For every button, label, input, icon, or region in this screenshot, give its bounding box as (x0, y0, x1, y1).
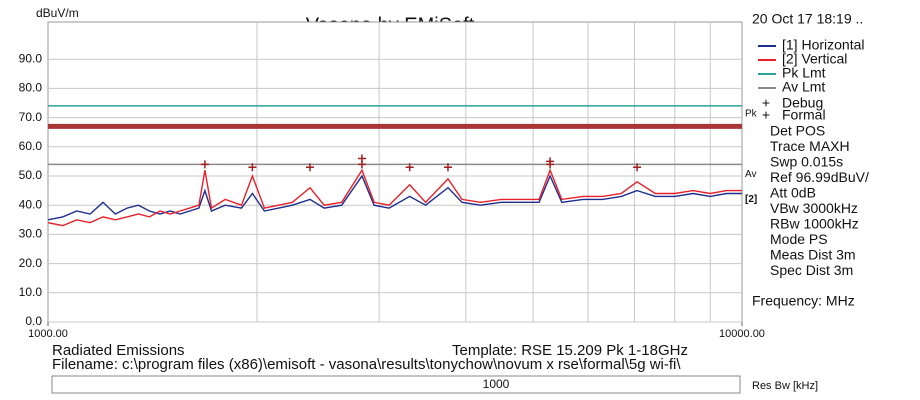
setting: Meas Dist 3m (770, 247, 856, 263)
res-bw-label: Res Bw [kHz] (752, 380, 818, 392)
y-tick-label: 30.0 (19, 227, 43, 241)
y-tick-label: 40.0 (19, 197, 43, 211)
setting: RBw 1000kHz (770, 216, 859, 232)
setting: Swp 0.015s (770, 154, 843, 170)
peak-marker (405, 163, 414, 172)
setting: Trace MAXH (770, 138, 850, 154)
y-tick-label: 80.0 (19, 81, 43, 95)
legend-label: Debug (782, 95, 823, 111)
x-axis-label: Frequency: MHz (752, 293, 855, 309)
side-label: [2] (745, 194, 757, 205)
y-tick-label: 50.0 (19, 168, 43, 182)
legend-label: Formal (782, 107, 826, 123)
setting: Spec Dist 3m (770, 262, 853, 278)
setting: Att 0dB (770, 185, 816, 201)
peak-marker (357, 160, 366, 169)
peak-marker (200, 160, 209, 169)
setting: VBw 3000kHz (770, 200, 858, 216)
template: Template: RSE 15.209 Pk 1-18GHz (452, 342, 688, 359)
side-label: Av (745, 169, 757, 180)
legend-marker: + (762, 95, 770, 111)
y-axis-label: dBuV/m (36, 6, 79, 20)
peak-marker (305, 163, 314, 172)
plot-area (47, 21, 743, 323)
x-tick-label: 1000.00 (28, 328, 68, 340)
y-tick-label: 90.0 (19, 51, 43, 65)
y-tick-label: 0.0 (25, 314, 42, 328)
filename: Filename: c:\program files (x86)\emisoft… (52, 356, 681, 373)
y-tick-label: 60.0 (19, 139, 43, 153)
trace (47, 174, 742, 221)
setting: Det POS (770, 123, 825, 139)
peak-marker (248, 163, 257, 172)
res-bw-value[interactable]: 1000 (483, 377, 510, 391)
y-tick-label: 20.0 (19, 256, 43, 270)
trace (47, 168, 742, 227)
peak-marker (633, 163, 642, 172)
y-tick-label: 70.0 (19, 110, 43, 124)
res-bw-input[interactable] (51, 375, 741, 394)
legend-label: Av Lmt (782, 79, 825, 95)
setting: Ref 96.99dBuV/ (770, 169, 869, 185)
peak-marker (546, 160, 555, 169)
side-label: Pk (745, 109, 758, 120)
legend-label: [2] Vertical (782, 51, 847, 67)
setting: Mode PS (770, 231, 828, 247)
legend-label: [1] Horizontal (782, 37, 864, 53)
legend-label: Pk Lmt (782, 65, 826, 81)
y-tick-label: 10.0 (19, 285, 43, 299)
test-name: Radiated Emissions (52, 342, 185, 359)
x-tick-label: 10000.00 (719, 328, 765, 340)
timestamp: 20 Oct 17 18:19 .. (752, 11, 863, 27)
legend-marker: + (762, 107, 770, 123)
peak-marker (443, 163, 452, 172)
